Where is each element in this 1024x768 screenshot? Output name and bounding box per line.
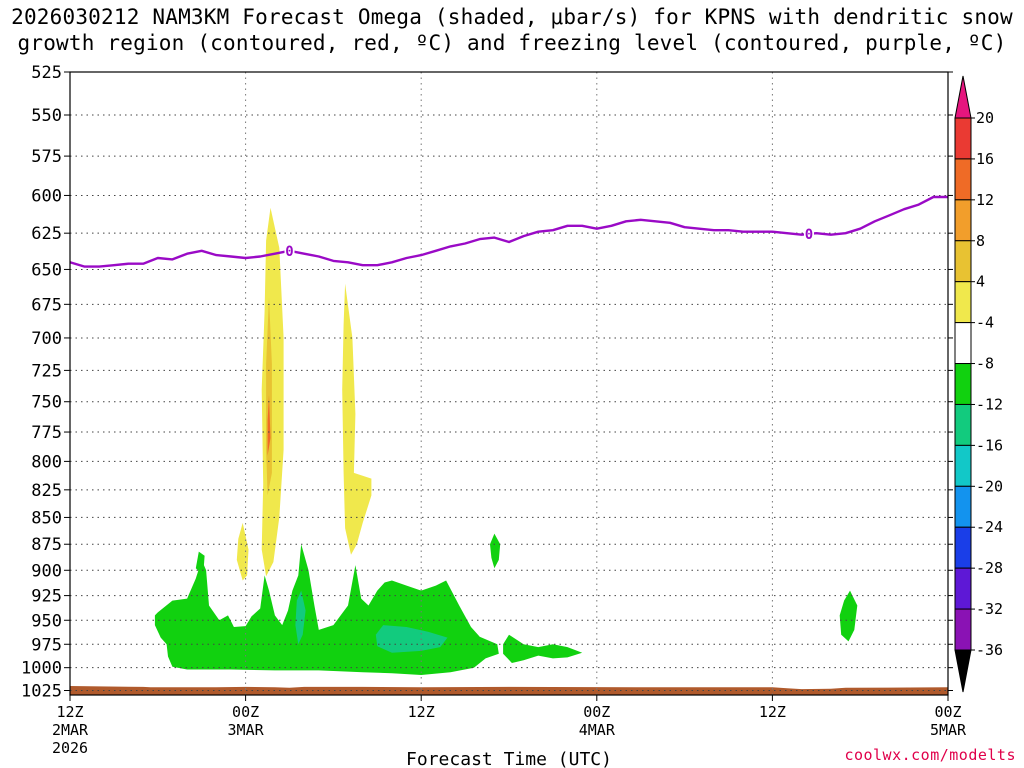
- colorbar-label-0: 20: [976, 109, 994, 127]
- y-tick-label-975: 975: [31, 635, 62, 655]
- y-tick-label-850: 850: [31, 508, 62, 528]
- colorbar-box-1: [954, 158, 972, 201]
- freezing-label-bg-1: [803, 225, 814, 240]
- colorbar-label-2: 12: [976, 191, 994, 209]
- y-tick-label-675: 675: [31, 295, 62, 315]
- colorbar-box-5: [954, 322, 972, 365]
- x-axis-label: Forecast Time (UTC): [406, 749, 612, 768]
- x-tick-label-60-0: 00Z: [934, 703, 961, 721]
- colorbar-box-4: [954, 281, 972, 324]
- colorbar-box-7: [954, 403, 972, 446]
- chart-title-line-2: growth region (contoured, red, ºC) and f…: [17, 31, 1007, 55]
- y-tick-label-875: 875: [31, 535, 62, 555]
- chart-title: 2026030212 NAM3KM Forecast Omega (shaded…: [0, 4, 1024, 56]
- omega-region-1: [342, 283, 372, 555]
- colorbar-label-10: -24: [976, 518, 1003, 536]
- freezing-level-line: [70, 195, 948, 268]
- colorbar-top-arrow: [954, 75, 972, 119]
- colorbar-label-9: -20: [976, 477, 1003, 495]
- colorbar-box-12: [954, 608, 972, 651]
- colorbar-bottom-arrow: [954, 649, 972, 693]
- colorbar-box-0: [954, 117, 972, 160]
- freezing-level-layer: 00: [70, 195, 948, 268]
- x-tick-label-24-0: 12Z: [408, 703, 435, 721]
- colorbar-box-2: [954, 199, 972, 242]
- y-tick-label-575: 575: [31, 147, 62, 167]
- omega-region-8: [490, 533, 501, 569]
- chart-title-line-1: 2026030212 NAM3KM Forecast Omega (shaded…: [11, 5, 1013, 29]
- freezing-label-bg-0: [284, 242, 295, 257]
- y-tick-label-1000: 1000: [21, 659, 62, 679]
- x-tick-label-60-1: 5MAR: [930, 721, 967, 739]
- x-tick-label-12-0: 00Z: [232, 703, 259, 721]
- y-tick-label-1025: 1025: [21, 682, 62, 702]
- ground-surface: [70, 686, 948, 695]
- y-tick-label-650: 650: [31, 260, 62, 280]
- colorbar-label-13: -36: [976, 641, 1003, 659]
- colorbar-box-6: [954, 363, 972, 405]
- omega-region-5: [154, 544, 499, 675]
- y-tick-label-750: 750: [31, 393, 62, 413]
- colorbar-label-8: -16: [976, 436, 1003, 454]
- colorbar-label-6: -8: [976, 355, 994, 373]
- x-tick-label-36-1: 4MAR: [579, 721, 616, 739]
- y-tick-label-900: 900: [31, 561, 62, 581]
- colorbar-label-3: 8: [976, 232, 985, 250]
- x-tick-label-0-1: 2MAR: [52, 721, 89, 739]
- omega-shading-layer: [154, 207, 858, 675]
- y-tick-label-775: 775: [31, 423, 62, 443]
- x-tick-label-0-2: 2026: [52, 739, 88, 757]
- omega-region-6: [195, 551, 205, 576]
- freezing-level-label-0: 0: [285, 244, 293, 260]
- y-tick-label-550: 550: [31, 106, 62, 126]
- colorbar-box-10: [954, 526, 972, 569]
- colorbar-box-3: [954, 240, 972, 283]
- x-tick-label-36-0: 00Z: [583, 703, 610, 721]
- plot-frame: [69, 71, 949, 696]
- y-tick-label-825: 825: [31, 481, 62, 501]
- colorbar-label-1: 16: [976, 150, 994, 168]
- source-credit: coolwx.com/modelts: [844, 746, 1016, 764]
- colorbar-label-11: -28: [976, 559, 1003, 577]
- y-tick-label-700: 700: [31, 329, 62, 349]
- omega-region-0: [261, 207, 284, 577]
- colorbar-label-12: -32: [976, 600, 1003, 618]
- omega-region-2: [236, 522, 249, 581]
- omega-region-7: [503, 634, 583, 663]
- omega-region-9: [839, 590, 858, 642]
- y-tick-label-625: 625: [31, 224, 62, 244]
- omega-region-11: [295, 590, 306, 645]
- x-tick-label-12-1: 3MAR: [228, 721, 265, 739]
- colorbar-label-7: -12: [976, 395, 1003, 413]
- colorbar-label-4: 4: [976, 273, 985, 291]
- y-tick-label-600: 600: [31, 186, 62, 206]
- ground-surface-layer: [70, 686, 948, 695]
- y-tick-label-800: 800: [31, 452, 62, 472]
- x-tick-label-0-0: 12Z: [56, 703, 83, 721]
- y-tick-label-925: 925: [31, 587, 62, 607]
- axes-layer: 525 550 575 600 625 650 675 700 725 750 775 800 825 8…: [21, 63, 967, 757]
- y-tick-label-525: 525: [31, 63, 62, 83]
- colorbar-box-9: [954, 485, 972, 528]
- freezing-level-label-1: 0: [805, 227, 813, 243]
- x-tick-label-48-0: 12Z: [759, 703, 786, 721]
- y-tick-label-950: 950: [31, 611, 62, 631]
- colorbar-box-8: [954, 444, 972, 487]
- colorbar: 20 16 12 8 4 -4 -8 -12 -16 -20 -24 -28 -32 -36: [954, 75, 1003, 693]
- y-tick-label-725: 725: [31, 361, 62, 381]
- colorbar-label-5: -4: [976, 314, 994, 332]
- omega-region-4: [267, 395, 271, 456]
- colorbar-box-11: [954, 567, 972, 610]
- omega-region-10: [375, 625, 448, 653]
